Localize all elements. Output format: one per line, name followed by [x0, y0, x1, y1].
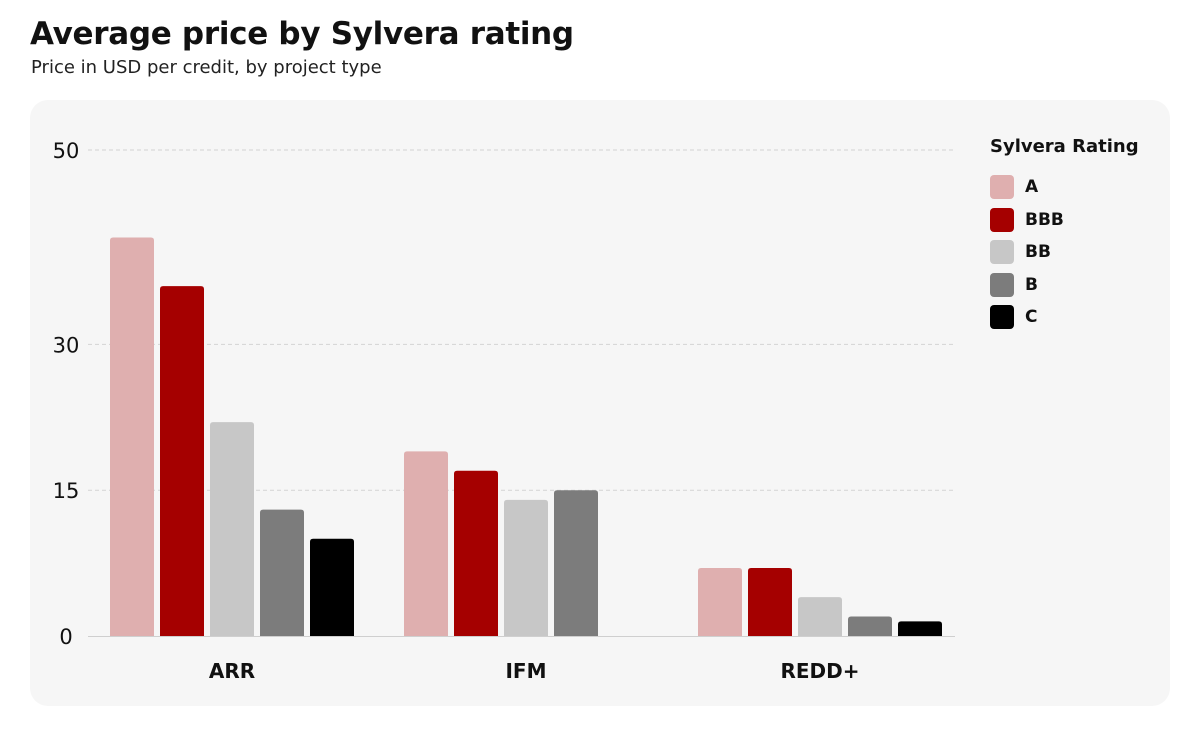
legend-item-bb: BB	[990, 236, 1139, 269]
legend-swatch	[990, 272, 1014, 297]
x-category-label: IFM	[505, 659, 546, 683]
bar-arr-a	[110, 237, 154, 637]
bar-redd-a	[698, 567, 742, 636]
legend-swatch	[990, 305, 1014, 330]
legend: Sylvera Rating A BBB BB B C	[990, 136, 1139, 334]
y-tick-label: 30	[53, 333, 80, 357]
legend-label: C	[1025, 307, 1038, 328]
bar-redd-b	[848, 616, 892, 636]
bar-ifm-bbb	[454, 470, 498, 636]
legend-label: A	[1025, 177, 1039, 198]
bar-redd-bbb	[748, 567, 792, 636]
legend-swatch	[990, 207, 1014, 232]
legend-item-bbb: BBB	[990, 204, 1139, 237]
chart-title: Average price by Sylvera rating	[30, 16, 574, 52]
legend-item-a: A	[990, 171, 1139, 204]
legend-item-c: C	[990, 301, 1139, 334]
x-category-label: REDD+	[780, 659, 859, 683]
legend-label: BB	[1025, 242, 1051, 263]
bar-redd-c	[898, 621, 942, 636]
bar-arr-bb	[210, 422, 254, 636]
y-tick-label: 0	[59, 625, 72, 649]
chart-subtitle: Price in USD per credit, by project type	[31, 57, 382, 78]
bar-arr-b	[260, 509, 304, 636]
legend-label: B	[1025, 274, 1038, 295]
legend-items: A BBB BB B C	[990, 171, 1139, 334]
bar-ifm-b	[554, 490, 598, 636]
y-tick-label: 15	[53, 479, 80, 503]
bar-arr-bbb	[160, 286, 204, 636]
bar-arr-c	[310, 538, 354, 636]
y-tick-label: 50	[53, 139, 80, 163]
legend-label: BBB	[1025, 209, 1064, 230]
bar-redd-bb	[798, 597, 842, 636]
bar-ifm-a	[404, 451, 448, 636]
legend-swatch	[990, 175, 1014, 200]
legend-swatch	[990, 240, 1014, 265]
bar-ifm-bb	[504, 499, 548, 636]
legend-item-b: B	[990, 269, 1139, 302]
legend-title: Sylvera Rating	[990, 136, 1139, 157]
x-category-label: ARR	[209, 659, 255, 683]
